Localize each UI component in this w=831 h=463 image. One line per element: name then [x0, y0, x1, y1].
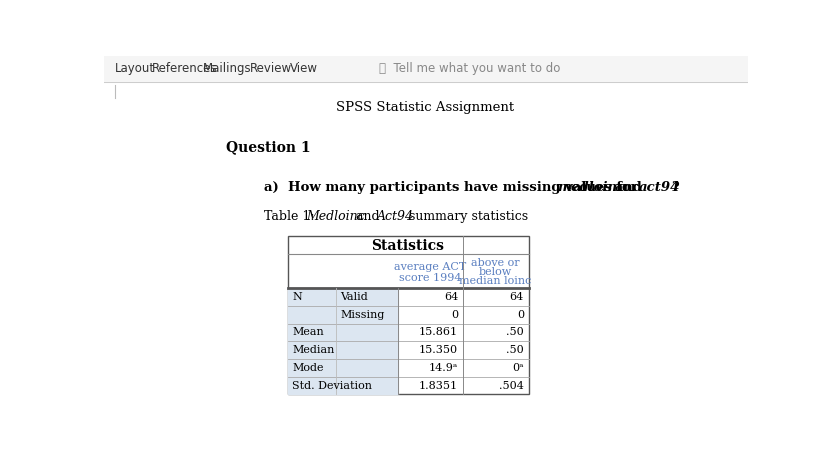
Text: 15.861: 15.861 [419, 327, 458, 338]
Bar [288, 324, 397, 341]
Text: N: N [293, 292, 302, 302]
Text: Review: Review [250, 62, 293, 75]
Text: 1.8351: 1.8351 [419, 381, 458, 390]
Bar [288, 359, 397, 376]
Bar [288, 306, 397, 324]
Text: Missing: Missing [340, 310, 385, 319]
Text: Valid: Valid [340, 292, 368, 302]
Bar [104, 56, 748, 82]
Text: Mean: Mean [293, 327, 324, 338]
Text: 15.350: 15.350 [419, 345, 458, 355]
Text: 0: 0 [517, 310, 524, 319]
Text: .504: .504 [499, 381, 524, 390]
Bar [288, 376, 397, 394]
Text: medloinc: medloinc [558, 181, 626, 194]
Text: score 1994: score 1994 [399, 273, 461, 283]
Text: median loinc: median loinc [460, 276, 532, 286]
Text: Act94: Act94 [376, 210, 414, 223]
Bar [288, 288, 397, 306]
Text: act94: act94 [639, 181, 680, 194]
Text: and: and [611, 181, 647, 194]
Text: References: References [152, 62, 218, 75]
Text: 0ᵃ: 0ᵃ [513, 363, 524, 373]
Text: above or: above or [471, 258, 520, 268]
Text: 64: 64 [509, 292, 524, 302]
Text: Std. Deviation: Std. Deviation [293, 381, 372, 390]
Text: Mailings: Mailings [203, 62, 252, 75]
Text: ⭘  Tell me what you want to do: ⭘ Tell me what you want to do [379, 62, 560, 75]
Text: ?: ? [671, 181, 678, 194]
Text: a)  How many participants have missing values for: a) How many participants have missing va… [264, 181, 642, 194]
Text: Table 1:: Table 1: [264, 210, 319, 223]
Text: .50: .50 [506, 327, 524, 338]
Text: SPSS Statistic Assignment: SPSS Statistic Assignment [337, 100, 514, 113]
Text: summary statistics: summary statistics [406, 210, 529, 223]
Bar [288, 341, 397, 359]
Text: Mode: Mode [293, 363, 324, 373]
Text: Medloinc: Medloinc [307, 210, 365, 223]
Text: Median: Median [293, 345, 335, 355]
Text: 0: 0 [451, 310, 458, 319]
Text: average ACT: average ACT [394, 263, 466, 272]
Text: .50: .50 [506, 345, 524, 355]
Text: 64: 64 [444, 292, 458, 302]
Text: Question 1: Question 1 [226, 140, 311, 154]
Text: View: View [290, 62, 318, 75]
Text: 14.9ᵃ: 14.9ᵃ [429, 363, 458, 373]
Bar [288, 236, 529, 394]
Text: Layout: Layout [115, 62, 155, 75]
Text: Statistics: Statistics [371, 239, 445, 253]
Text: and: and [352, 210, 384, 223]
Text: below: below [479, 267, 512, 277]
